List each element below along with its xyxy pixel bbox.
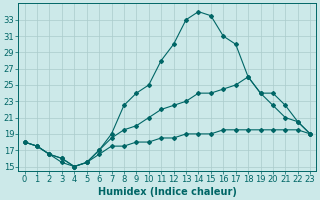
X-axis label: Humidex (Indice chaleur): Humidex (Indice chaleur) (98, 187, 237, 197)
